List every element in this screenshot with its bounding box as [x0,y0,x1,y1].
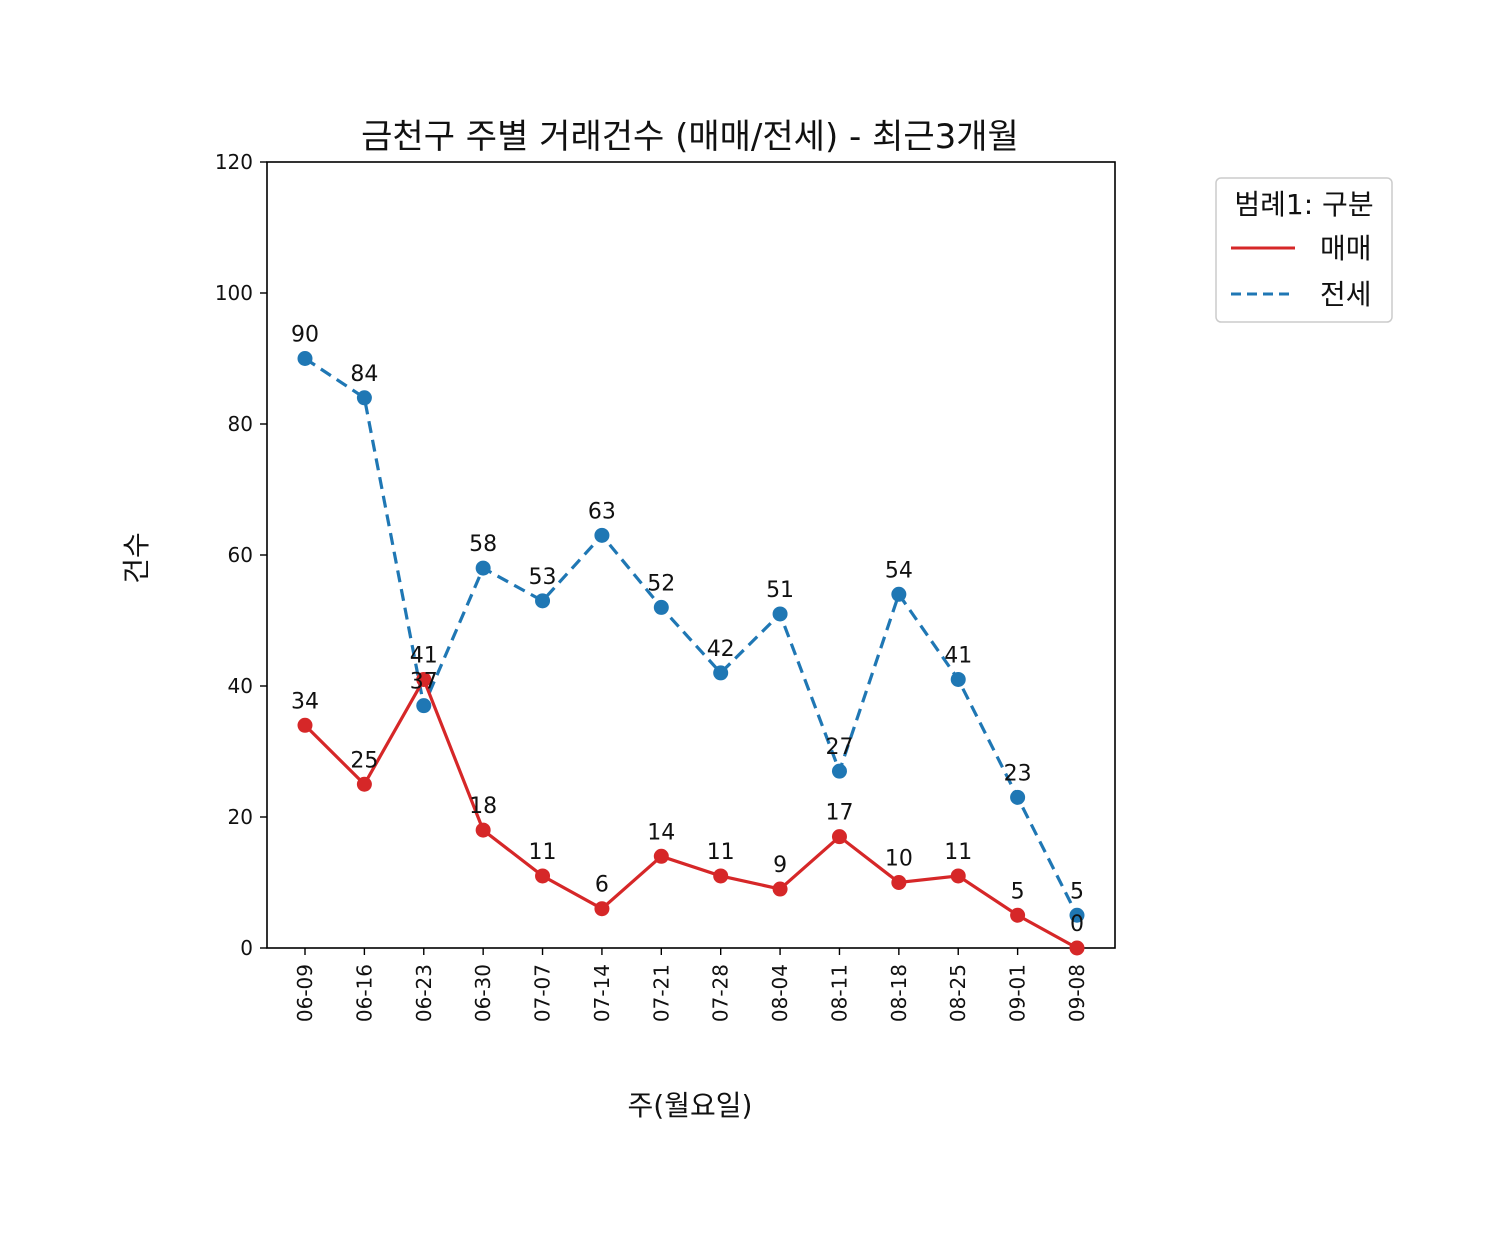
data-point [1010,907,1026,923]
data-label: 41 [410,643,438,668]
x-tick-label: 06-09 [293,964,317,1022]
x-tick-label: 09-01 [1006,964,1030,1022]
data-label: 34 [291,689,319,714]
legend-label: 매매 [1320,232,1372,265]
data-label: 27 [825,735,853,760]
data-point [1010,789,1026,805]
x-tick-label: 08-18 [887,964,911,1022]
x-tick-label: 07-28 [709,964,733,1022]
data-point [594,527,610,543]
y-tick-label: 120 [215,150,253,174]
x-tick-label: 08-11 [827,964,851,1022]
data-label: 5 [1011,879,1025,904]
data-point [475,560,491,576]
x-tick-label: 07-14 [590,964,614,1022]
chart-title: 금천구 주별 거래건수 (매매/전세) - 최근3개월 [361,117,1019,157]
data-label: 18 [469,794,497,819]
data-point [1069,940,1085,956]
x-tick-label: 06-30 [471,964,495,1022]
data-label: 25 [350,748,378,773]
data-point [950,868,966,884]
x-axis-label: 주(월요일) [628,1089,753,1122]
data-label: 0 [1070,912,1084,937]
data-label: 90 [291,323,319,348]
y-tick-label: 0 [240,936,253,960]
data-label: 54 [885,558,913,583]
x-tick-label: 08-25 [946,964,970,1022]
data-label: 84 [350,362,378,387]
data-point [950,671,966,687]
y-axis-label: 건수 [120,532,153,584]
data-label: 51 [766,578,794,603]
data-label: 11 [529,840,557,865]
data-point [653,848,669,864]
data-point [772,606,788,622]
series-line-1 [304,357,1079,916]
data-label: 14 [647,820,675,845]
data-label: 6 [595,873,609,898]
x-tick-label: 06-16 [352,964,376,1022]
data-point [535,593,551,609]
data-label: 5 [1070,879,1084,904]
y-tick-label: 40 [228,674,253,698]
data-label: 11 [944,840,972,865]
x-tick-label: 07-21 [649,964,673,1022]
data-point [416,698,432,714]
data-label: 10 [885,847,913,872]
data-point [416,671,432,687]
legend-box [1215,177,1393,323]
data-label: 23 [1004,761,1032,786]
data-point [475,822,491,838]
data-point [653,599,669,615]
data-label: 58 [469,532,497,557]
y-axis: 0 20 40 60 80 100 120 [215,150,267,960]
legend-title: 범례1: 구분 [1234,188,1373,221]
data-label: 37 [410,670,438,695]
data-point [297,351,313,366]
data-point [1069,907,1085,923]
data-label: 52 [647,571,675,596]
data-label: 17 [825,801,853,826]
data-point [356,776,372,792]
x-axis: 06-09 06-16 06-23 06-30 07-07 07-14 07-21 07-28… [293,948,1089,1022]
data-point [713,868,729,884]
data-label: 41 [944,643,972,668]
y-tick-label: 80 [228,412,253,436]
data-label: 42 [707,637,735,662]
data-point [713,665,729,681]
x-tick-label: 08-04 [768,964,792,1022]
series-layer: 9084375853635242512754412353425411811614… [291,323,1085,956]
data-label: 11 [707,840,735,865]
series-line-0 [303,675,1078,950]
y-tick-label: 20 [228,805,253,829]
y-tick-label: 60 [228,543,253,567]
y-tick-label: 100 [215,281,253,305]
data-point [831,829,847,845]
data-point [594,901,610,917]
x-tick-label: 09-08 [1065,964,1089,1022]
data-point [891,875,907,890]
data-label: 9 [773,853,787,878]
x-tick-label: 06-23 [412,964,436,1022]
data-point [356,390,372,406]
x-tick-label: 07-07 [531,964,555,1022]
legend-label: 전세 [1320,278,1372,311]
data-point [891,586,907,602]
data-label: 53 [529,565,557,590]
data-point [831,763,847,779]
data-label: 63 [588,499,616,524]
data-point [772,881,788,897]
data-point [297,717,313,733]
data-point [535,868,551,884]
